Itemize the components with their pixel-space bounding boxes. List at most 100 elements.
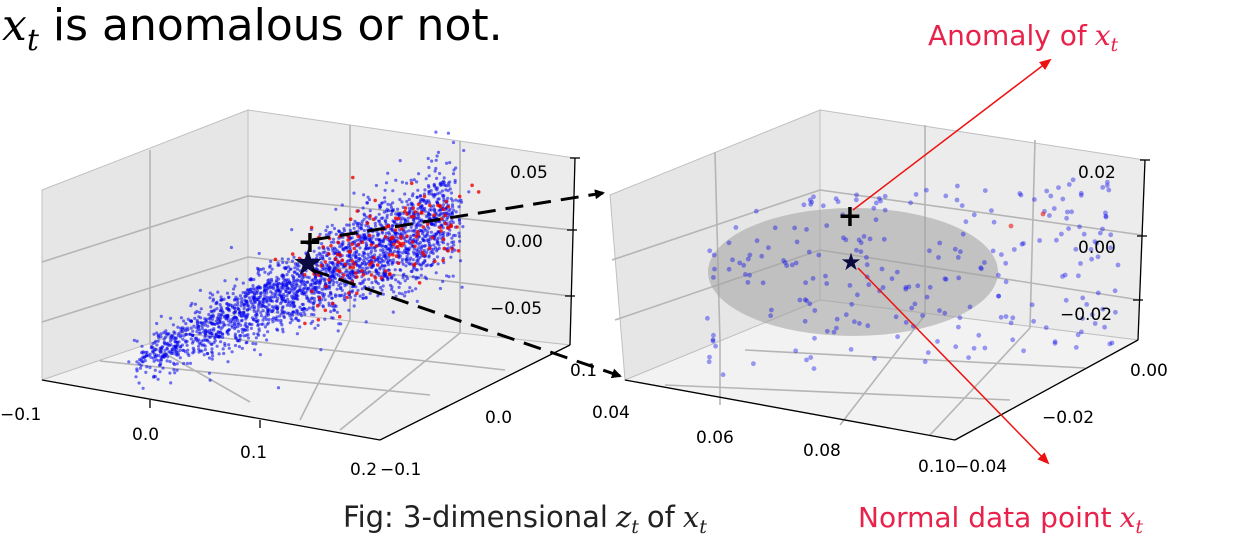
- left-scatter-point: [452, 208, 456, 212]
- left-scatter-point: [362, 228, 366, 233]
- left-scatter-point: [166, 343, 170, 347]
- left-scatter-point: [427, 185, 431, 189]
- left-scatter-point: [215, 307, 219, 311]
- left-anomaly-point: [476, 190, 481, 194]
- left-scatter-point: [451, 274, 455, 278]
- right-scatter-point: [1078, 261, 1083, 266]
- left-scatter-point: [427, 190, 431, 194]
- left-scatter-point: [332, 269, 336, 273]
- left-scatter-point: [429, 230, 433, 234]
- left-anomaly-point: [337, 314, 342, 319]
- left-scatter-point: [334, 247, 338, 251]
- left-anomaly-point: [333, 257, 338, 261]
- right-scatter-point: [766, 245, 771, 251]
- left-scatter-point: [254, 319, 258, 323]
- left-anomaly-point: [313, 258, 317, 263]
- left-anomaly-point: [470, 183, 474, 188]
- left-scatter-point: [433, 246, 438, 250]
- left-anomaly-point: [450, 247, 454, 251]
- right-scatter-point: [925, 350, 931, 355]
- left-scatter-point: [227, 343, 231, 347]
- left-scatter-point: [344, 270, 348, 274]
- left-scatter-point: [332, 305, 336, 309]
- right-scatter-point: [803, 280, 808, 286]
- left-scatter-point: [276, 318, 280, 322]
- left-scatter-point: [452, 243, 456, 247]
- left-scatter-point: [456, 199, 461, 203]
- left-scatter-point: [415, 195, 419, 199]
- left-scatter-point: [237, 321, 241, 325]
- right-z-tick-0: 0.02: [1078, 163, 1116, 183]
- left-scatter-point: [256, 286, 260, 290]
- left-scatter-point: [303, 283, 308, 287]
- left-scatter-point: [358, 281, 362, 285]
- left-scatter-point: [412, 178, 416, 182]
- left-scatter-point: [157, 336, 161, 340]
- left-scatter-point: [310, 282, 314, 286]
- left-scatter-point: [318, 232, 322, 236]
- left-scatter-point: [267, 303, 271, 307]
- left-scatter-point: [451, 205, 455, 209]
- right-scatter-point: [903, 285, 909, 290]
- left-scatter-point: [396, 280, 400, 284]
- right-scatter-point: [1108, 232, 1114, 238]
- left-scatter-point: [218, 321, 222, 325]
- left-scatter-point: [310, 263, 314, 267]
- left-scatter-point: [269, 290, 273, 294]
- left-scatter-point: [176, 325, 180, 329]
- left-scatter-point: [390, 262, 394, 266]
- left-scatter-point: [229, 245, 233, 250]
- left-scatter-point: [312, 313, 316, 317]
- right-scatter-point: [856, 237, 862, 243]
- left-scatter-point: [289, 281, 293, 286]
- right-scatter-point: [801, 202, 807, 208]
- left-scatter-point: [287, 311, 291, 315]
- right-scatter-point: [1104, 183, 1110, 188]
- left-scatter-point: [311, 305, 315, 309]
- right-scatter-point: [741, 262, 747, 268]
- left-scatter-point: [197, 324, 201, 329]
- left-scatter-point: [211, 293, 215, 297]
- left-scatter-point: [280, 300, 284, 304]
- left-scatter-point: [448, 187, 452, 191]
- right-scatter-point: [864, 255, 869, 260]
- left-scatter-point: [351, 222, 356, 226]
- left-scatter-point: [263, 270, 267, 274]
- left-scatter-point: [426, 263, 430, 267]
- left-scatter-point: [217, 334, 221, 338]
- right-scatter-point: [1021, 348, 1026, 354]
- left-scatter-point: [430, 250, 434, 254]
- left-scatter-point: [409, 225, 413, 229]
- left-scatter-point: [272, 306, 276, 310]
- left-anomaly-point: [335, 252, 340, 257]
- left-scatter-point: [342, 227, 346, 231]
- left-scatter-point: [158, 346, 162, 350]
- left-scatter-point: [206, 351, 210, 356]
- left-scatter-point: [140, 344, 144, 348]
- left-scatter-point: [199, 321, 203, 325]
- left-scatter-point: [265, 338, 269, 342]
- left-scatter-point: [284, 265, 288, 270]
- left-scatter-point: [428, 208, 432, 212]
- left-scatter-point: [295, 294, 299, 299]
- left-scatter-point: [158, 370, 162, 374]
- left-scatter-point: [347, 241, 351, 245]
- left-anomaly-point: [433, 259, 437, 264]
- left-scatter-point: [346, 259, 350, 263]
- left-scatter-point: [233, 332, 237, 336]
- left-anomaly-point: [409, 181, 414, 186]
- left-scatter-point: [365, 201, 369, 205]
- right-scatter-point: [1089, 312, 1095, 318]
- left-scatter-point: [377, 256, 381, 260]
- left-scatter-point: [457, 231, 461, 235]
- right-scatter-point: [936, 255, 941, 260]
- left-scatter-point: [165, 346, 169, 350]
- left-scatter-point: [207, 312, 211, 317]
- left-scatter-point: [295, 290, 299, 294]
- left-anomaly-point: [372, 255, 376, 260]
- right-scatter-point: [880, 285, 886, 290]
- right-scatter-point: [1073, 246, 1079, 252]
- left-anomaly-point: [379, 276, 384, 280]
- right-scatter-point: [843, 312, 849, 318]
- left-scatter-point: [366, 252, 370, 256]
